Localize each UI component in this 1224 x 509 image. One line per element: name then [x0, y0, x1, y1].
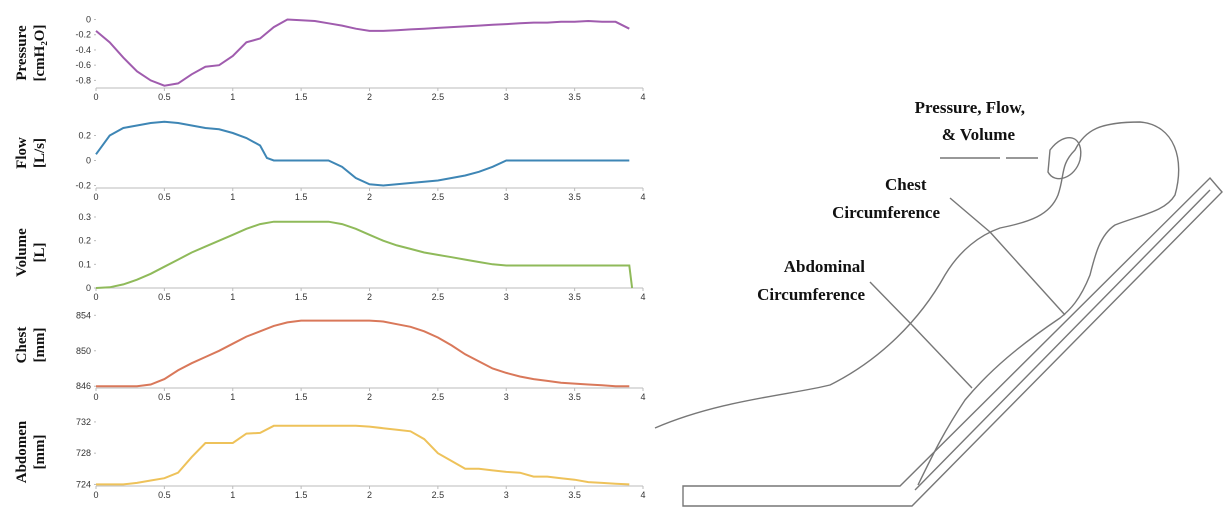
x-tick-label: 1 [230, 92, 235, 102]
y-axis-label: [cmH₂O] [32, 25, 48, 82]
x-tick-label: 3 [504, 192, 509, 202]
y-axis-label: [mm] [32, 328, 48, 363]
x-tick-label: 2 [367, 392, 372, 402]
bed [683, 178, 1222, 506]
x-tick-label: 4 [640, 92, 645, 102]
y-tick-label: 0.1 [78, 259, 91, 269]
y-tick-label: 728 [76, 448, 91, 458]
y-tick-label: 0.2 [78, 236, 91, 246]
x-tick-label: 1 [230, 292, 235, 302]
chest-band [990, 232, 1065, 315]
y-axis-label: Volume [14, 228, 30, 277]
y-tick-label: -0.2 [75, 181, 91, 191]
x-tick-label: 1 [230, 490, 235, 500]
x-tick-label: 2 [367, 192, 372, 202]
x-tick-label: 3.5 [568, 292, 581, 302]
x-tick-label: 2.5 [432, 192, 445, 202]
x-tick-label: 0 [93, 490, 98, 500]
x-tick-label: 4 [640, 490, 645, 500]
x-tick-label: 3 [504, 490, 509, 500]
x-tick-label: 3 [504, 292, 509, 302]
x-tick-label: 4 [640, 292, 645, 302]
y-tick-label: 846 [76, 381, 91, 391]
x-tick-label: 2.5 [432, 292, 445, 302]
y-tick-label: 0.3 [78, 212, 91, 222]
y-tick-label: -0.2 [75, 30, 91, 40]
line-chart: 0 0.5 1 1.5 2 2.5 3 3.5 4 0 0.1 0.2 0.3 Volume[L] [14, 212, 646, 302]
line-chart: 0 0.5 1 1.5 2 2.5 3 3.5 4 846 850 854 Chest[mm] [14, 310, 646, 402]
y-tick-label: 0.2 [78, 131, 91, 141]
x-tick-label: 0.5 [158, 490, 171, 500]
x-tick-label: 2 [367, 292, 372, 302]
y-axis-label: [L] [32, 243, 48, 263]
diagram [655, 122, 1222, 506]
diagram-label: Abdominal [784, 257, 866, 276]
x-tick-label: 2.5 [432, 392, 445, 402]
data-line [96, 222, 632, 288]
x-tick-label: 0.5 [158, 392, 171, 402]
diagram-label: Circumference [757, 285, 865, 304]
x-tick-label: 4 [640, 392, 645, 402]
x-tick-label: 2.5 [432, 490, 445, 500]
line-chart: 0 0.5 1 1.5 2 2.5 3 3.5 4 0 -0.2 -0.4 -0.6 -0.8 Pressu… [14, 15, 646, 102]
x-tick-label: 2.5 [432, 92, 445, 102]
x-tick-label: 0 [93, 392, 98, 402]
line-chart: 0 0.5 1 1.5 2 2.5 3 3.5 4 724 728 732 Abdomen[mm] [14, 417, 646, 500]
x-tick-label: 2 [367, 490, 372, 500]
x-tick-label: 3.5 [568, 490, 581, 500]
y-axis-label: [L/s] [32, 138, 48, 168]
y-tick-label: -0.8 [75, 75, 91, 85]
x-tick-label: 1.5 [295, 392, 308, 402]
x-tick-label: 1 [230, 192, 235, 202]
y-tick-label: 854 [76, 310, 91, 320]
y-axis-label: Flow [14, 137, 30, 169]
mask [1048, 138, 1081, 179]
y-axis-label: Abdomen [14, 420, 30, 483]
data-line [96, 122, 629, 186]
y-axis-label: Chest [14, 327, 30, 364]
diagram-label: Circumference [832, 203, 940, 222]
diagram-label: Pressure, Flow, [915, 98, 1025, 117]
x-tick-label: 0.5 [158, 292, 171, 302]
x-tick-label: 1.5 [295, 192, 308, 202]
x-tick-label: 0.5 [158, 192, 171, 202]
y-tick-label: -0.4 [75, 45, 91, 55]
x-tick-label: 1.5 [295, 92, 308, 102]
x-tick-label: 1.5 [295, 292, 308, 302]
data-line [96, 321, 629, 387]
x-tick-label: 4 [640, 192, 645, 202]
x-tick-label: 2 [367, 92, 372, 102]
data-line [96, 426, 629, 485]
x-tick-label: 0 [93, 192, 98, 202]
abdomen-band [912, 325, 972, 388]
y-axis-label: [mm] [32, 435, 48, 470]
y-tick-label: 0 [86, 283, 91, 293]
x-tick-label: 3 [504, 92, 509, 102]
x-tick-label: 1.5 [295, 490, 308, 500]
data-line [96, 20, 629, 86]
x-tick-label: 0.5 [158, 92, 171, 102]
y-axis-label: Pressure [14, 25, 30, 81]
diagram-label: & Volume [942, 125, 1016, 144]
y-tick-label: 850 [76, 346, 91, 356]
x-tick-label: 3 [504, 392, 509, 402]
diagram-label: Chest [885, 175, 927, 194]
x-tick-label: 3.5 [568, 92, 581, 102]
x-tick-label: 0 [93, 292, 98, 302]
y-tick-label: 724 [76, 479, 91, 489]
y-tick-label: 0 [86, 15, 91, 25]
figure: 00.511.522.533.540-0.2-0.4-0.6-0.8Pressu… [0, 0, 1224, 509]
x-tick-label: 0 [93, 92, 98, 102]
y-tick-label: -0.6 [75, 60, 91, 70]
bed-edge [915, 190, 1210, 490]
x-tick-label: 1 [230, 392, 235, 402]
y-tick-label: 0 [86, 156, 91, 166]
y-tick-label: 732 [76, 417, 91, 427]
x-tick-label: 3.5 [568, 192, 581, 202]
x-tick-label: 3.5 [568, 392, 581, 402]
